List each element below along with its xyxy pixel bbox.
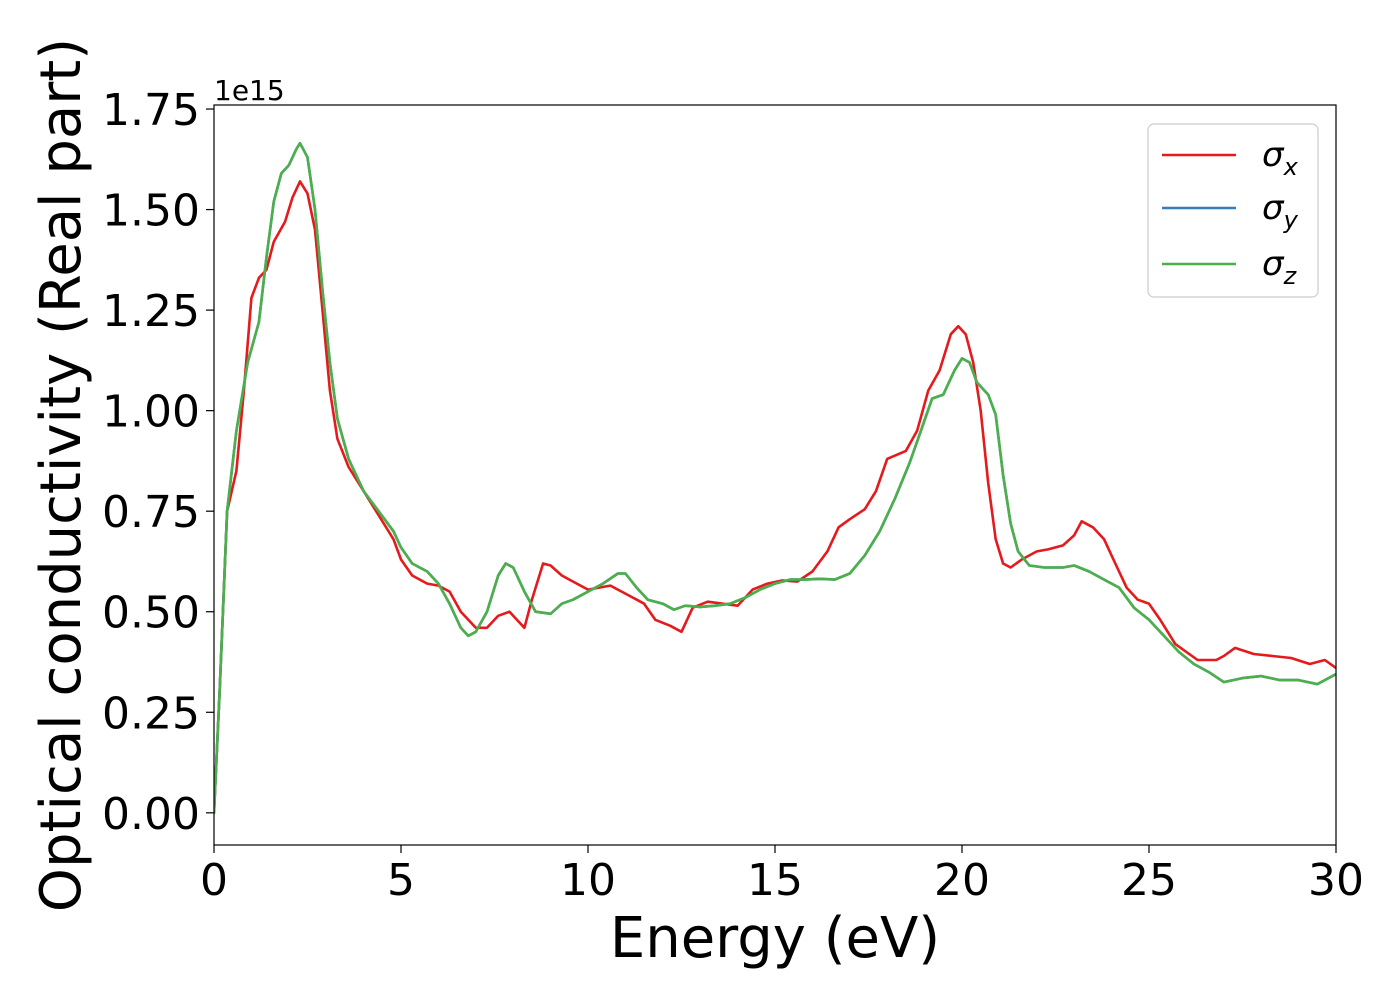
y-offset-label: 1e15	[214, 74, 285, 107]
y-tick-label: 0.50	[102, 588, 200, 639]
legend-subscript: x	[1283, 153, 1299, 181]
y-tick-label: 1.00	[102, 387, 200, 438]
legend-symbol: σ	[1262, 244, 1285, 284]
x-tick-label: 0	[200, 855, 228, 906]
legend-box	[1147, 123, 1319, 298]
legend-entry-z: σz	[1262, 244, 1298, 290]
x-axis-title: Energy (eV)	[610, 906, 940, 971]
legend-entry-x: σx	[1262, 135, 1299, 181]
x-tick-label: 20	[934, 855, 990, 906]
x-axis: 0 5 10 15 20 25 30	[200, 845, 1364, 906]
y-tick-label: 1.25	[102, 286, 200, 337]
x-tick-label: 30	[1308, 855, 1364, 906]
y-axis: 0.00 0.25 0.50 0.75 1.00 1.25 1.50 1.75	[102, 85, 214, 840]
y-tick-label: 0.75	[102, 487, 200, 538]
x-tick-label: 15	[747, 855, 803, 906]
x-tick-label: 10	[560, 855, 616, 906]
series-line-z	[214, 141, 1336, 815]
y-axis-title: Optical conductivity (Real part)	[29, 38, 94, 912]
series-layer	[214, 141, 1336, 815]
y-tick-label: 1.75	[102, 85, 200, 136]
y-tick-label: 0.25	[102, 688, 200, 739]
x-tick-label: 5	[387, 855, 415, 906]
x-tick-label: 25	[1121, 855, 1177, 906]
legend-subscript: z	[1283, 262, 1298, 290]
legend-entry-y: σy	[1262, 188, 1299, 234]
series-line-x	[214, 180, 1336, 815]
legend-symbol: σ	[1262, 188, 1285, 228]
legend-symbol: σ	[1262, 135, 1285, 175]
y-tick-label: 0.00	[102, 789, 200, 840]
legend-subscript: y	[1283, 206, 1299, 234]
y-tick-label: 1.50	[102, 186, 200, 237]
